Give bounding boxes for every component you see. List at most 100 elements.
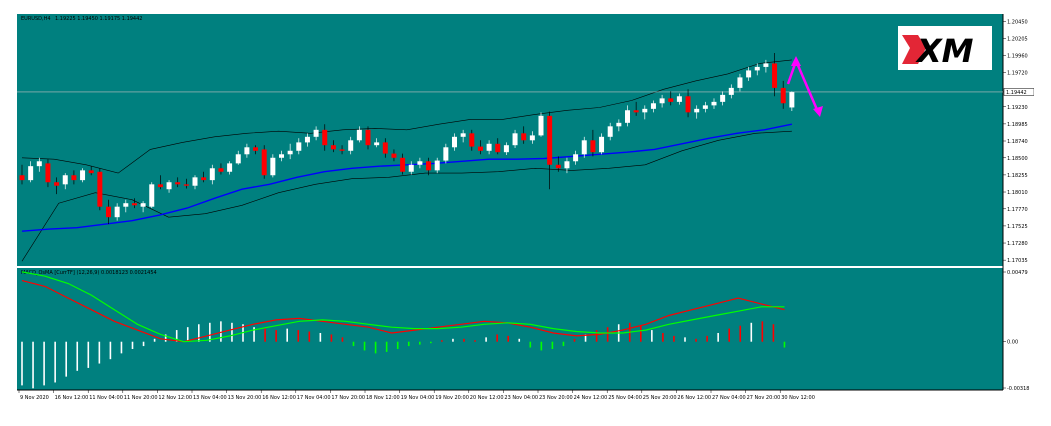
candle-body [235,154,241,164]
price-tick-label: 1.18010 [1007,190,1028,196]
candle-body [218,168,224,172]
histogram-bar [474,340,476,342]
candle-body [685,96,691,113]
histogram-bar [540,341,543,351]
candle-body [209,168,215,181]
indicator-axis: 0.00479 0.00 -0.00318 [1003,270,1029,392]
time-tick-label: 23 Nov 04:00 [504,395,538,401]
candle-body [711,101,717,106]
price-tick-label: 1.18740 [1007,139,1028,145]
histogram-bar [673,335,675,342]
price-tick-label: 1.19230 [1007,105,1028,111]
candle-body [201,177,207,181]
histogram-bar [385,341,388,352]
histogram-bar [319,332,322,342]
candle-body [19,175,25,181]
candle-body [71,175,77,181]
candle-body [616,122,622,127]
histogram-bar [286,328,288,342]
candle-body [676,96,682,102]
ma-line [21,123,793,232]
candle-body [590,140,596,153]
histogram-bar [109,341,112,360]
candle-body [625,110,630,123]
price-chart[interactable]: EURUSD,H4 1.19225 1.19450 1.19175 1.1944… [17,14,1034,404]
candle-body [287,150,293,155]
candle-body [581,140,587,155]
candle-body [720,94,726,102]
candle-body [737,77,743,88]
histogram-bar [739,325,742,342]
time-tick-label: 20 Nov 12:00 [470,395,504,401]
macd-histogram [21,321,786,389]
histogram-bar [87,341,90,368]
chart-ohlc-text: 1.19225 1.19450 1.19175 1.19442 [55,16,142,22]
time-axis: 9 Nov 2020 16 Nov 12:00 11 Nov 04:00 11 Nov… [18,390,815,401]
candle-body [400,157,406,172]
histogram-bar [640,325,642,342]
candle-body [538,115,544,136]
candle-body [28,166,34,181]
candle-body [495,143,501,153]
histogram-bar [441,340,443,342]
candle-body [434,160,440,171]
histogram-bar [407,341,410,347]
time-tick-label: 12 Nov 12:00 [158,395,192,401]
candle-body [452,136,457,148]
time-tick-label: 24 Nov 12:00 [574,395,608,401]
candle-body [521,133,527,141]
time-tick-label: 16 Nov 12:00 [55,395,89,401]
candle-body [512,133,518,146]
candle-body [607,126,613,137]
histogram-bar [684,337,686,342]
candle-body [426,161,432,171]
current-price-tag: 1.19442 [1003,88,1034,96]
time-tick-label: 19 Nov 04:00 [401,395,435,401]
candle-body [650,103,656,109]
histogram-bar [606,327,609,342]
histogram-bar [562,341,565,347]
moving-average [21,123,793,232]
candle-body [270,157,276,176]
candle-body [183,184,189,186]
candle-body [45,163,51,183]
candle-body [330,145,336,150]
candle-body [296,142,302,151]
chart-window[interactable]: EURUSD,H4 1.19225 1.19450 1.19175 1.1944… [17,14,1034,404]
candle-body [227,163,233,172]
candle-body [339,149,345,151]
histogram-bar [65,341,67,377]
time-tick-label: 17 Nov 20:00 [331,395,365,401]
candle-body [365,129,371,146]
candle-body [659,98,665,104]
histogram-bar [706,335,708,342]
histogram-bar [131,341,134,349]
candle-body [244,147,250,155]
histogram-bar [584,334,587,342]
price-tick-label: 1.20450 [1007,19,1028,25]
price-tick-label: 1.19720 [1007,71,1028,77]
price-tick-label: 1.17770 [1007,207,1028,213]
histogram-bar [330,334,333,342]
time-tick-label: 27 Nov 20:00 [747,395,781,401]
histogram-bar [76,341,79,371]
time-tick-label: 9 Nov 2020 [20,395,49,401]
candle-body [555,164,561,169]
candle-body [408,164,414,172]
histogram-bar [761,321,764,342]
histogram-bar [485,337,487,342]
histogram-bar [430,341,432,344]
price-tick-label: 1.18255 [1007,173,1028,179]
price-tick-label: 1.17035 [1007,258,1028,264]
candle-body [469,133,475,147]
candle-body [261,149,267,176]
price-tick-label: 1.18500 [1007,156,1028,162]
histogram-bar [308,331,311,342]
candle-body [503,145,509,153]
candle-body [356,129,362,141]
candle-body [322,129,328,146]
candle-body [80,170,86,181]
time-tick-label: 11 Nov 20:00 [124,395,158,401]
candle-body [477,146,483,151]
indicator-tick-label: 0.00 [1007,340,1018,346]
